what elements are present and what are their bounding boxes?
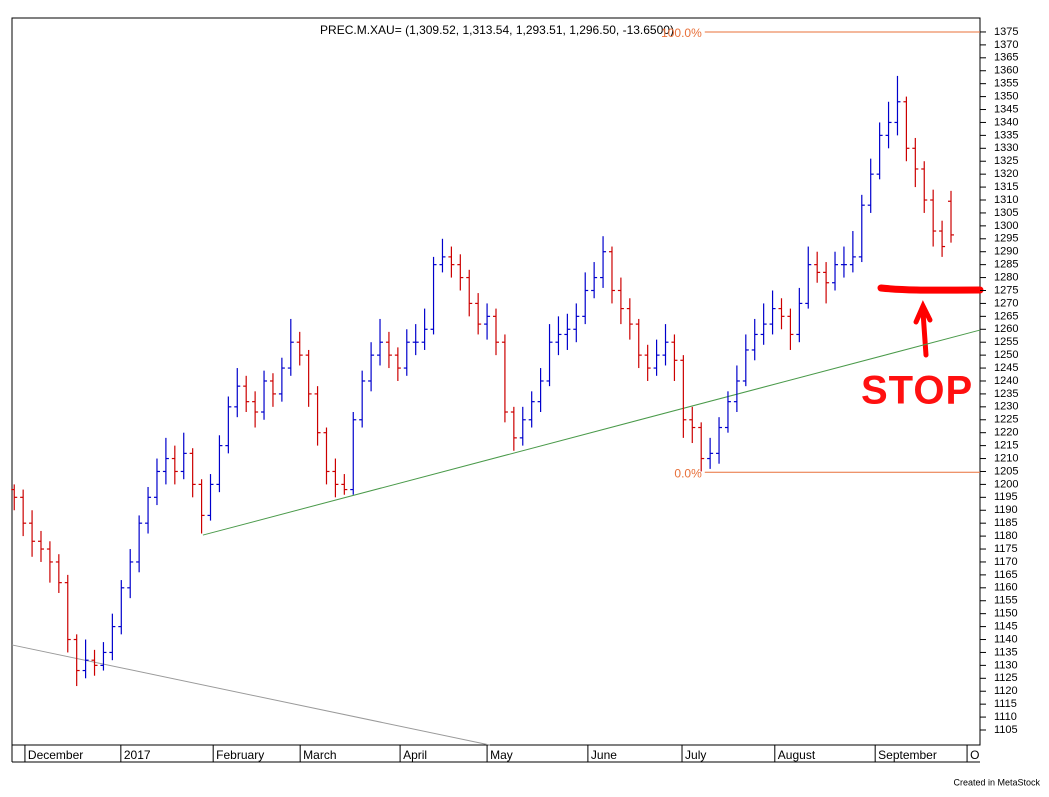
y-tick-label: 1155	[994, 595, 1018, 607]
x-tick-label: May	[490, 748, 513, 762]
y-tick-label: 1225	[994, 414, 1018, 426]
y-tick-label: 1270	[994, 297, 1018, 309]
stop-annotation: STOP	[861, 369, 973, 413]
y-tick-label: 1350	[994, 91, 1018, 103]
x-tick-label: September	[878, 748, 937, 762]
y-tick-label: 1290	[994, 246, 1018, 258]
y-tick-label: 1370	[994, 39, 1018, 51]
y-tick-label: 1130	[994, 659, 1018, 671]
y-tick-label: 1165	[994, 569, 1018, 581]
chart-title: PREC.M.XAU= (1,309.52, 1,313.54, 1,293.5…	[320, 23, 674, 37]
y-tick-label: 1210	[994, 452, 1018, 464]
fib-label: 100.0%	[661, 26, 702, 40]
stop-arrow	[913, 300, 933, 358]
x-tick-label: June	[591, 748, 617, 762]
y-tick-label: 1170	[994, 556, 1018, 568]
y-tick-label: 1180	[994, 530, 1018, 542]
y-tick-label: 1320	[994, 168, 1018, 180]
y-tick-label: 1245	[994, 362, 1018, 374]
stop-line	[877, 284, 984, 294]
y-tick-label: 1150	[994, 608, 1018, 620]
y-tick-label: 1295	[994, 233, 1018, 245]
fib-label: 0.0%	[674, 466, 702, 480]
y-tick-label: 1140	[994, 633, 1018, 645]
x-tick-label: O	[970, 748, 979, 762]
footer: Created in MetaStock	[953, 777, 1040, 787]
y-tick-label: 1195	[994, 491, 1018, 503]
y-tick-label: 1240	[994, 375, 1018, 387]
trendline	[11, 644, 490, 746]
y-tick-label: 1345	[994, 103, 1018, 115]
y-tick-label: 1280	[994, 271, 1018, 283]
y-tick-label: 1335	[994, 129, 1018, 141]
trendline	[202, 329, 981, 536]
y-tick-label: 1205	[994, 465, 1018, 477]
y-tick-label: 1265	[994, 310, 1018, 322]
y-tick-label: 1215	[994, 440, 1018, 452]
y-tick-label: 1275	[994, 284, 1018, 296]
x-tick-label: August	[778, 748, 816, 762]
y-tick-label: 1375	[994, 26, 1018, 38]
y-tick-label: 1105	[994, 724, 1018, 736]
y-tick-label: 1190	[994, 504, 1018, 516]
y-tick-label: 1300	[994, 220, 1018, 232]
y-tick-label: 1185	[994, 517, 1018, 529]
y-tick-label: 1330	[994, 142, 1018, 154]
y-tick-label: 1135	[994, 646, 1018, 658]
plot-frame	[11, 17, 981, 746]
y-tick-label: 1285	[994, 259, 1018, 271]
x-tick-label: July	[685, 748, 706, 762]
y-tick-label: 1250	[994, 349, 1018, 361]
y-tick-label: 1355	[994, 78, 1018, 90]
y-tick-label: 1365	[994, 52, 1018, 64]
y-tick-label: 1360	[994, 65, 1018, 77]
y-tick-label: 1200	[994, 478, 1018, 490]
x-tick-label: April	[403, 748, 427, 762]
y-tick-label: 1230	[994, 401, 1018, 413]
y-tick-label: 1120	[994, 685, 1018, 697]
y-tick-label: 1235	[994, 388, 1018, 400]
y-tick-label: 1305	[994, 207, 1018, 219]
y-tick-label: 1160	[994, 582, 1018, 594]
y-tick-label: 1340	[994, 116, 1018, 128]
x-tick-label: February	[216, 748, 264, 762]
y-tick-label: 1175	[994, 543, 1018, 555]
y-tick-label: 1260	[994, 323, 1018, 335]
y-tick-label: 1255	[994, 336, 1018, 348]
y-tick-label: 1125	[994, 672, 1018, 684]
y-tick-label: 1325	[994, 155, 1018, 167]
y-tick-label: 1315	[994, 181, 1018, 193]
y-tick-label: 1220	[994, 427, 1018, 439]
y-tick-label: 1145	[994, 620, 1018, 632]
y-tick-label: 1115	[994, 698, 1017, 710]
x-tick-label: December	[28, 748, 83, 762]
x-tick-label: March	[303, 748, 336, 762]
y-tick-label: 1110	[994, 711, 1017, 723]
y-tick-label: 1310	[994, 194, 1018, 206]
x-tick-label: 2017	[124, 748, 151, 762]
